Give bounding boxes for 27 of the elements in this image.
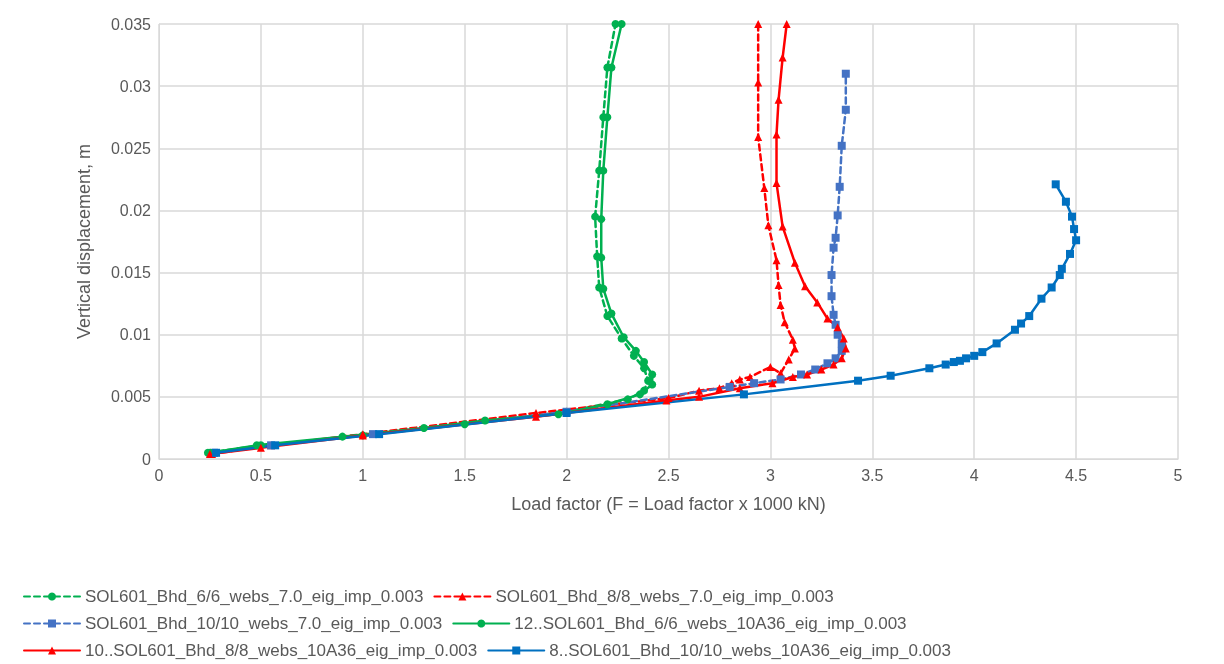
x-tick-label: 2 (562, 466, 572, 484)
legend-label: SOL601_Bhd_10/10_webs_7.0_eig_imp_0.003 (85, 614, 443, 633)
y-tick-label: 0.02 (119, 201, 152, 219)
y-axis-title: Vertical displacement, m (74, 143, 94, 340)
x-tick-label: 3.5 (861, 466, 884, 484)
y-tick-label: 0.03 (119, 77, 152, 95)
x-axis-title: Load factor (F = Load factor x 1000 kN) (511, 494, 826, 514)
legend-label: 10..SOL601_Bhd_8/8_webs_10A36_eig_imp_0.003 (85, 641, 478, 660)
legend-label: 8..SOL601_Bhd_10/10_webs_10A36_eig_imp_0.003 (549, 641, 951, 660)
x-tick-label: 0.5 (249, 466, 273, 484)
y-tick-label: 0.01 (119, 326, 152, 344)
x-tick-label: 4 (969, 466, 979, 484)
x-tick-label: 1.5 (453, 466, 476, 484)
y-tick-label: 0.025 (110, 139, 152, 157)
x-tick-label: 3 (765, 466, 775, 484)
x-tick-label: 2.5 (657, 466, 680, 484)
y-tick-label: 0.005 (110, 388, 152, 406)
x-tick-label: 1 (358, 466, 368, 484)
legend-label: 12..SOL601_Bhd_6/6_webs_10A36_eig_imp_0.003 (514, 614, 907, 633)
x-tick-label: 4.5 (1064, 466, 1088, 484)
y-tick-label: 0.015 (110, 264, 152, 282)
x-tick-label: 0 (154, 466, 164, 484)
legend-label: SOL601_Bhd_6/6_webs_7.0_eig_imp_0.003 (85, 587, 424, 606)
y-tick-label: 0 (142, 450, 152, 468)
legend-label: SOL601_Bhd_8/8_webs_7.0_eig_imp_0.003 (495, 587, 834, 606)
x-tick-label: 5 (1173, 466, 1183, 484)
y-tick-label: 0.035 (110, 15, 152, 33)
